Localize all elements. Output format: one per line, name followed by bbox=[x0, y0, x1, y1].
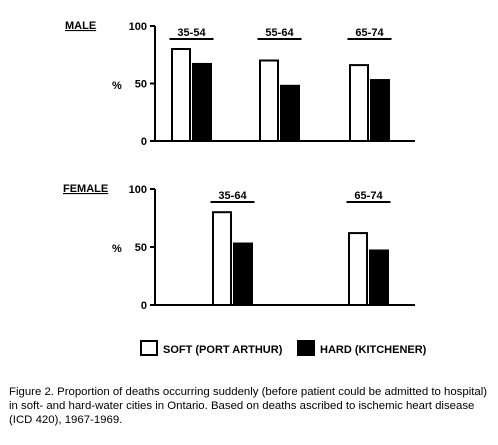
male-bar-hard-55-64 bbox=[280, 84, 300, 143]
male-y-tick-label: 50 bbox=[135, 79, 147, 91]
female-group-label: 35-64 bbox=[218, 190, 247, 202]
male-bar-soft-55-64 bbox=[259, 59, 279, 142]
male-bar-groups: 35-54 55-64 65-74 bbox=[169, 27, 392, 143]
female-bar-hard-35-64 bbox=[233, 242, 253, 307]
male-bar-hard-65-74 bbox=[370, 79, 390, 143]
female-y-tick-label: 50 bbox=[135, 242, 147, 254]
figure-caption: Figure 2. Proportion of deaths occurring… bbox=[9, 386, 488, 426]
female-y-ticks: 0 50 100 bbox=[129, 184, 155, 312]
female-y-tick-label: 100 bbox=[129, 184, 147, 196]
male-bar-soft-65-74 bbox=[349, 64, 369, 142]
male-y-ticks: 0 50 100 bbox=[129, 21, 155, 148]
female-bar-groups: 35-64 65-74 bbox=[210, 190, 391, 307]
male-group-label: 35-54 bbox=[177, 27, 206, 39]
female-bar-soft-65-74 bbox=[348, 232, 368, 306]
male-group-label: 65-74 bbox=[355, 27, 384, 39]
legend-swatch-soft bbox=[140, 340, 158, 356]
male-y-tick-label: 0 bbox=[141, 136, 147, 148]
male-group-label: 55-64 bbox=[265, 27, 294, 39]
male-panel: MALE % 0 50 100 35-54 55-64 65-74 bbox=[65, 20, 415, 148]
legend-swatch-hard bbox=[297, 340, 315, 356]
female-panel: FEMALE % 0 50 100 35-64 65-74 bbox=[63, 183, 415, 312]
female-panel-label: FEMALE bbox=[63, 183, 108, 195]
legend-label-hard: HARD (KITCHENER) bbox=[320, 344, 427, 356]
female-group-label: 65-74 bbox=[354, 190, 383, 202]
female-y-tick-label: 0 bbox=[141, 300, 147, 312]
male-bar-soft-35-54 bbox=[171, 48, 191, 142]
female-bar-hard-65-74 bbox=[369, 249, 389, 306]
legend: SOFT (PORT ARTHUR) HARD (KITCHENER) bbox=[140, 340, 427, 356]
male-y-axis-label: % bbox=[112, 80, 122, 92]
male-bar-hard-35-54 bbox=[192, 62, 212, 143]
legend-label-soft: SOFT (PORT ARTHUR) bbox=[163, 344, 283, 356]
female-bar-soft-35-64 bbox=[212, 211, 232, 306]
female-y-axis-label: % bbox=[112, 243, 122, 255]
male-panel-label: MALE bbox=[65, 20, 96, 32]
male-y-tick-label: 100 bbox=[129, 21, 147, 33]
